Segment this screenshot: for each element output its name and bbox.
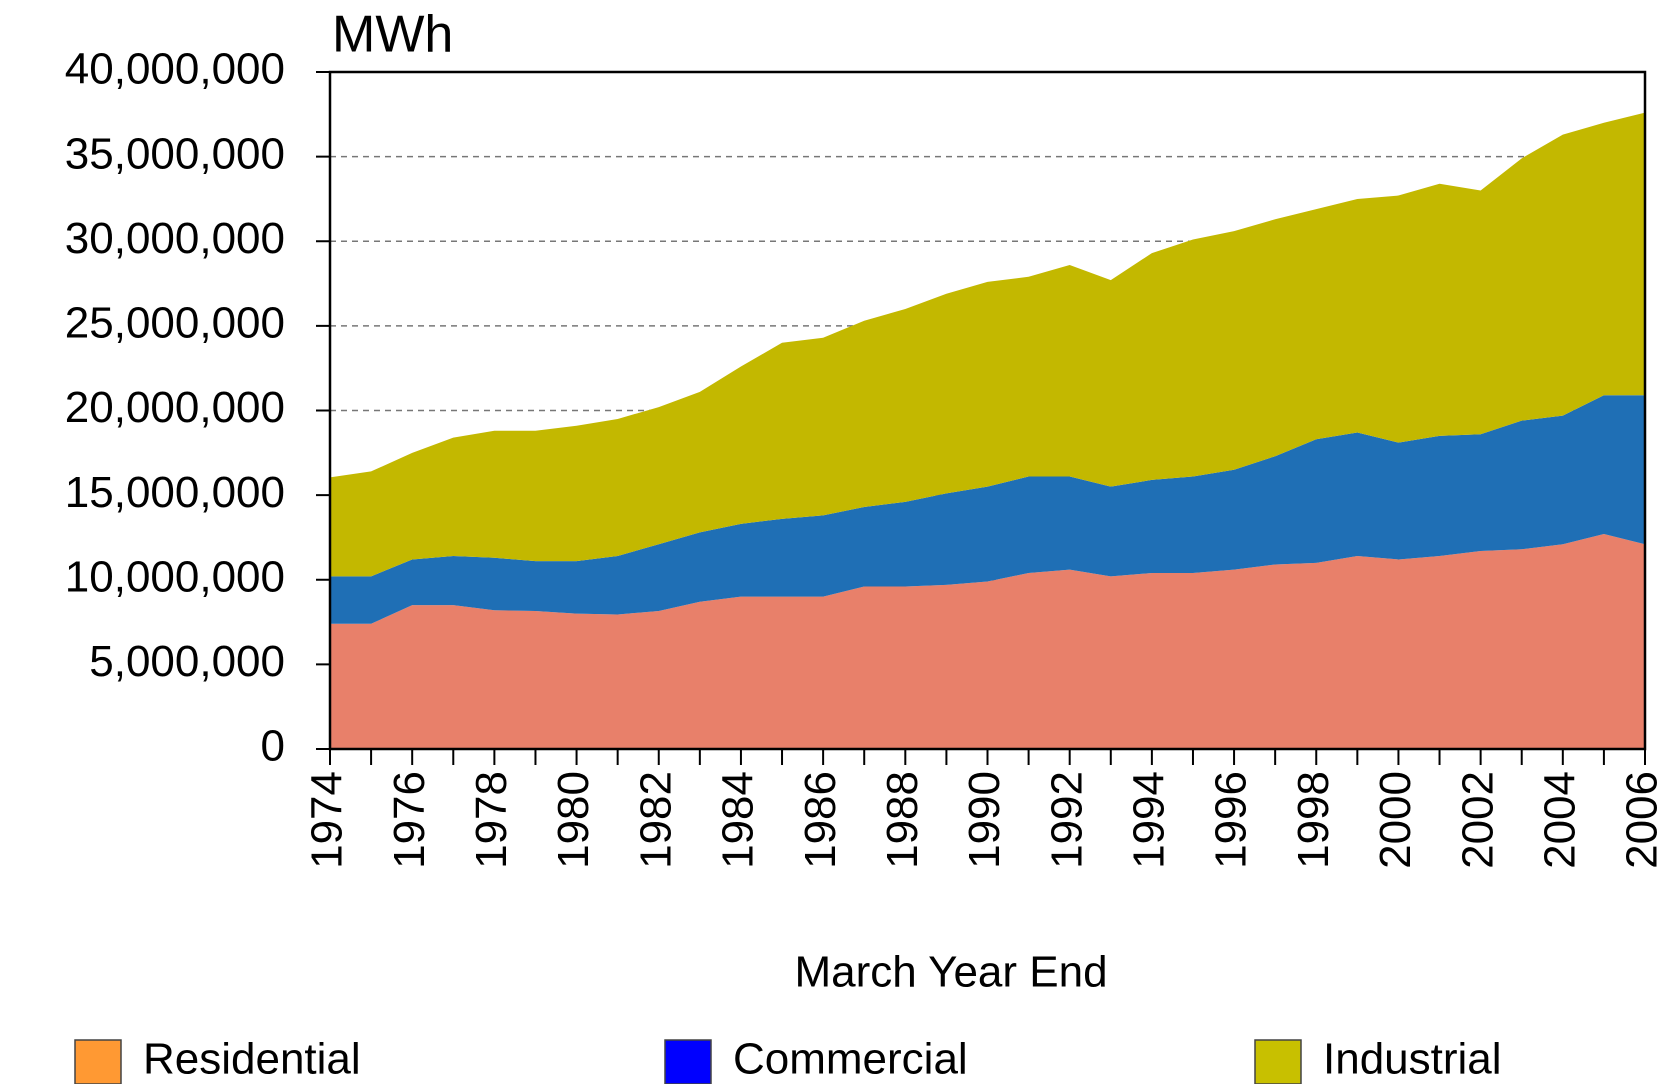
x-tick-label: 2002 — [1453, 771, 1502, 869]
y-tick-label: 20,000,000 — [65, 383, 285, 432]
x-tick-label: 1998 — [1289, 771, 1338, 869]
x-tick-label: 1980 — [549, 771, 598, 869]
y-tick-label: 5,000,000 — [89, 637, 285, 686]
x-tick-label: 1982 — [631, 771, 680, 869]
x-tick-label: 1996 — [1207, 771, 1256, 869]
legend-swatch — [664, 1039, 712, 1084]
x-tick-label: 1986 — [796, 771, 845, 869]
x-tick-label: 2000 — [1371, 771, 1420, 869]
legend-swatch — [74, 1039, 122, 1084]
legend-label: Industrial — [1323, 1035, 1502, 1084]
x-tick-label: 1992 — [1042, 771, 1091, 869]
y-tick-label: 25,000,000 — [65, 299, 285, 348]
x-tick-label: 1988 — [878, 771, 927, 869]
y-tick-label: 15,000,000 — [65, 468, 285, 517]
x-tick-label: 2006 — [1618, 771, 1667, 869]
y-tick-label: 30,000,000 — [65, 214, 285, 263]
y-tick-label: 35,000,000 — [65, 129, 285, 178]
legend-label: Commercial — [733, 1035, 968, 1084]
legend-swatch — [1254, 1039, 1302, 1084]
x-tick-label: 1990 — [960, 771, 1009, 869]
area — [330, 534, 1645, 749]
chart-title: MWh — [332, 6, 453, 64]
y-tick-label: 40,000,000 — [65, 45, 285, 94]
legend-label: Residential — [143, 1035, 361, 1084]
area — [330, 395, 1645, 624]
x-tick-label: 1976 — [385, 771, 434, 869]
x-tick-label: 1978 — [467, 771, 516, 869]
y-tick-label: 0 — [261, 722, 285, 771]
x-tick-label: 2004 — [1535, 771, 1584, 869]
x-tick-label: 1994 — [1125, 771, 1174, 869]
x-tick-label: 1974 — [303, 771, 352, 869]
y-tick-label: 10,000,000 — [65, 552, 285, 601]
area — [330, 112, 1645, 577]
x-tick-label: 1984 — [714, 771, 763, 869]
x-axis-label: March Year End — [794, 948, 1107, 997]
